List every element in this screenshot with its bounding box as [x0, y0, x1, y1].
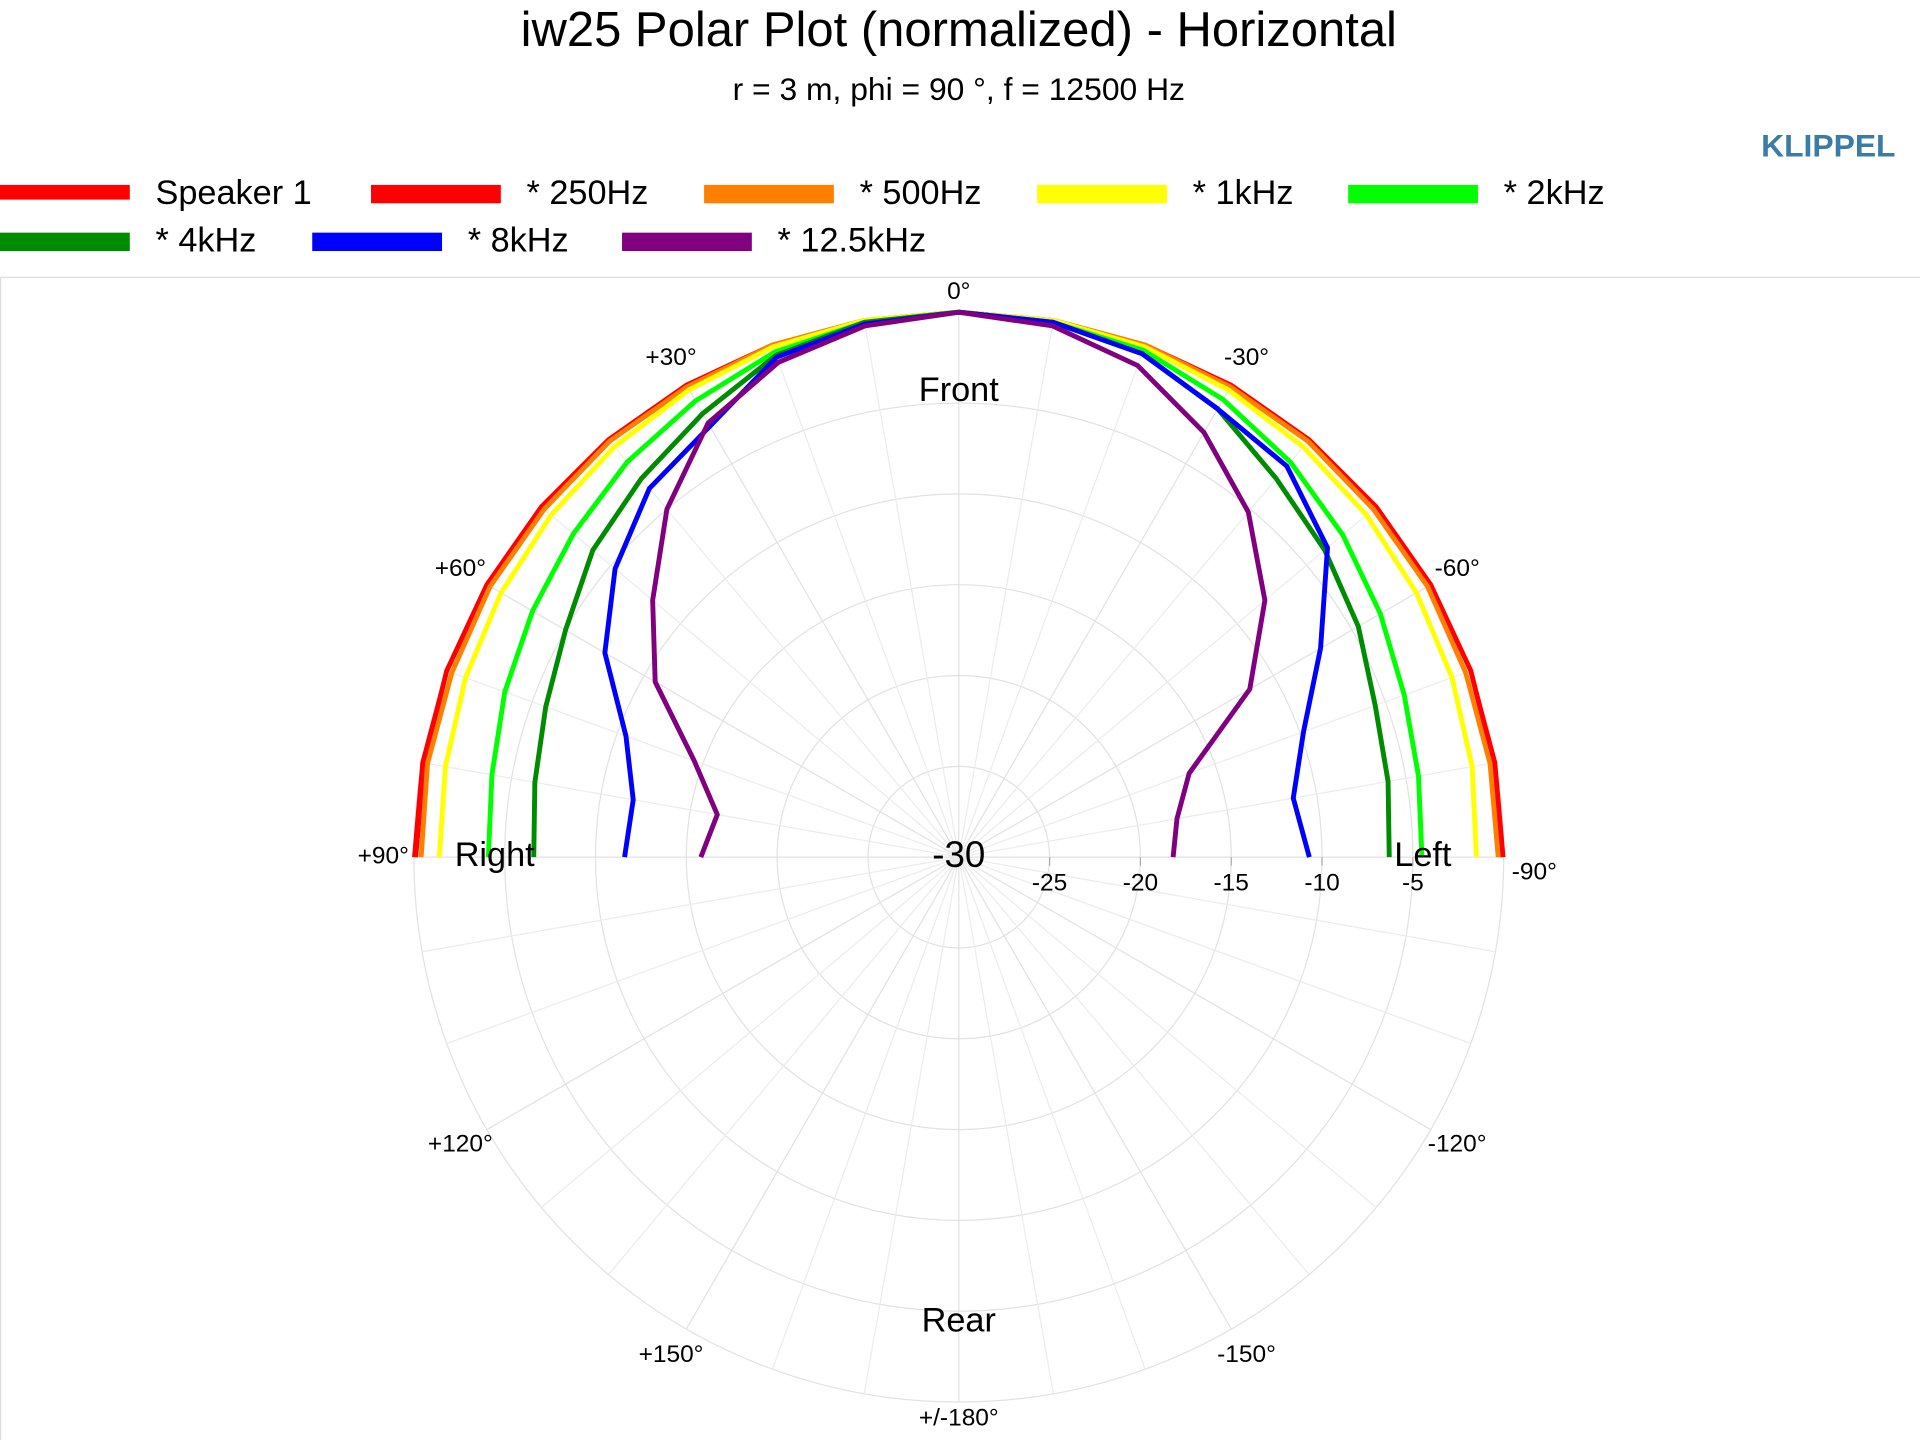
grid-spoke [685, 384, 960, 858]
grid-minor-spoke [608, 856, 960, 1275]
grid-minor-spoke [422, 761, 959, 858]
angle-tick-label: -120° [1428, 1130, 1487, 1157]
grid-minor-spoke [540, 856, 960, 1208]
grid-minor-spoke [771, 856, 960, 1370]
grid-minor-spoke [958, 439, 1310, 858]
labels: Front Rear Right Left 0° +30° +60° +90° +120… [358, 278, 1557, 1432]
legend: Speaker 1 * 250Hz * 500Hz * 1kHz * 2kHz * 4kH… [0, 174, 1605, 260]
plot-frame [0, 276, 1920, 1440]
grid-minor-spoke [958, 856, 1146, 1370]
grid-minor-spoke [446, 856, 959, 1045]
legend-label: * 2kHz [1504, 174, 1605, 212]
grid-minor-spoke [958, 856, 1310, 1275]
legend-swatch [0, 184, 130, 200]
grid-minor-spoke [958, 320, 1054, 858]
radial-tick-label: -20 [1123, 870, 1158, 897]
curves [412, 309, 1506, 859]
legend-swatch [1348, 184, 1478, 204]
grid-minor-spoke [540, 506, 960, 858]
angle-tick-label: +30° [645, 344, 696, 371]
angle-tick-label: -150° [1217, 1341, 1276, 1368]
series-line [650, 309, 1268, 859]
grid-minor-spoke [446, 670, 959, 858]
legend-swatch [1037, 184, 1167, 204]
angle-tick-label: 0° [947, 278, 970, 305]
radial-tick-label: -10 [1304, 870, 1339, 897]
angle-tick-label: -60° [1435, 555, 1480, 582]
angle-tick-label: +/-180° [919, 1405, 999, 1432]
legend-swatch [371, 184, 501, 204]
grid-spoke [958, 856, 1431, 1131]
annotation: Right [455, 836, 535, 874]
grid-spoke [958, 584, 1431, 858]
legend-swatch [312, 232, 443, 252]
angle-tick-label: +150° [639, 1341, 704, 1368]
grid-minor-spoke [863, 320, 960, 858]
radial-tick-label: -15 [1214, 870, 1249, 897]
grid-minor-spoke [958, 670, 1472, 858]
legend-swatch [0, 232, 130, 252]
grid-spoke [958, 384, 1232, 858]
annotation: Rear [922, 1302, 996, 1340]
chart-subtitle: r = 3 m, phi = 90 °, f = 12500 Hz [733, 71, 1185, 107]
brand: KLIPPEL [1761, 128, 1895, 164]
annotation: Front [919, 371, 999, 409]
grid-minor-spoke [958, 856, 1496, 953]
angle-tick-label: +90° [358, 843, 409, 870]
grid-minor-spoke [958, 761, 1496, 858]
grid-minor-spoke [863, 857, 960, 1394]
angle-tick-label: -30° [1224, 344, 1269, 371]
legend-label: * 12.5kHz [778, 222, 927, 260]
angle-tick-label: +60° [435, 555, 486, 582]
legend-label: * 4kHz [156, 222, 257, 260]
grid-minor-spoke [958, 857, 1054, 1394]
legend-label: * 1kHz [1193, 174, 1294, 212]
grid-minor-spoke [771, 344, 960, 858]
legend-label: Speaker 1 [156, 174, 312, 212]
grid [413, 311, 1505, 1403]
radial-tick-label: -5 [1402, 870, 1424, 897]
radial-tick-label: -30 [932, 834, 985, 875]
grid-minor-spoke [958, 344, 1146, 858]
grid-minor-spoke [958, 856, 1377, 1208]
grid-minor-spoke [422, 856, 959, 953]
legend-label: * 250Hz [527, 174, 649, 212]
angle-tick-label: +120° [428, 1130, 493, 1157]
legend-swatch [704, 184, 834, 204]
legend-swatch [622, 232, 752, 252]
grid-spoke [685, 856, 960, 1330]
legend-label: * 8kHz [468, 222, 569, 260]
grid-spoke [486, 856, 960, 1131]
annotation: Left [1394, 836, 1452, 874]
grid-minor-spoke [958, 506, 1377, 858]
grid-minor-spoke [958, 856, 1472, 1045]
legend-label: * 500Hz [860, 174, 982, 212]
angle-tick-label: -90° [1512, 859, 1557, 886]
radial-tick-label: -25 [1032, 870, 1067, 897]
chart-title: iw25 Polar Plot (normalized) - Horizonta… [521, 3, 1397, 57]
grid-spoke [958, 856, 1232, 1330]
